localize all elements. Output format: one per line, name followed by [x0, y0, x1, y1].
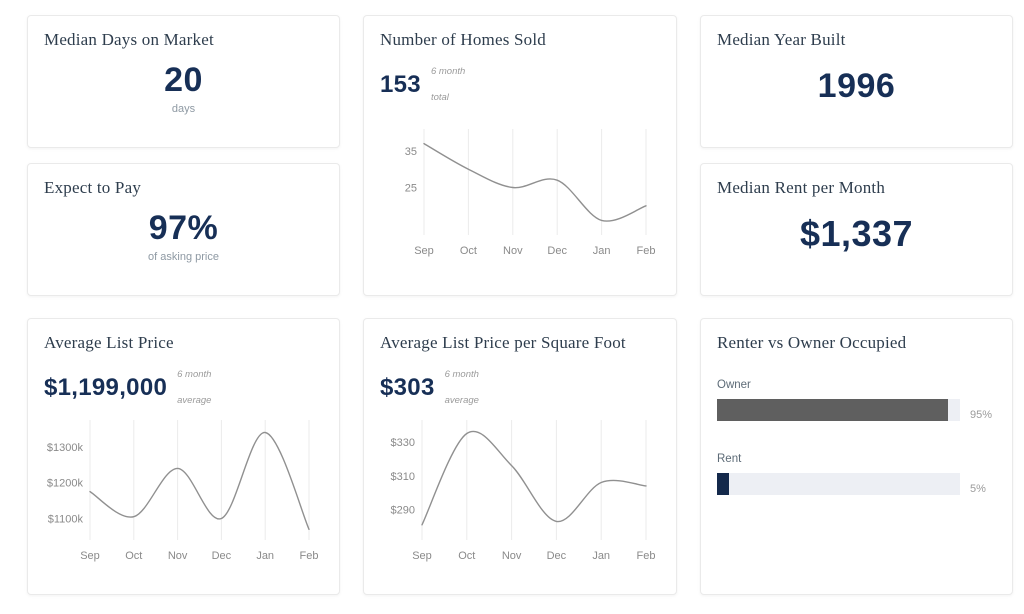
svg-text:Feb: Feb [637, 245, 656, 257]
svg-text:Oct: Oct [458, 550, 475, 562]
rent-bar-row: Rent 5% [717, 453, 996, 495]
svg-text:$1200k: $1200k [47, 478, 84, 490]
card-average-list-price-per-sqft: Average List Price per Square Foot $303 … [363, 318, 677, 595]
svg-text:Feb: Feb [637, 550, 656, 562]
stat-unit: of asking price [148, 251, 219, 264]
svg-text:$1300k: $1300k [47, 442, 84, 454]
card-title: Number of Homes Sold [380, 30, 546, 49]
card-renter-vs-owner-occupied: Renter vs Owner Occupied Owner 95% Rent … [700, 318, 1013, 595]
svg-text:Oct: Oct [125, 550, 142, 562]
card-median-year-built: Median Year Built 1996 [700, 15, 1013, 148]
svg-text:Dec: Dec [547, 550, 567, 562]
card-title: Renter vs Owner Occupied [717, 333, 907, 352]
annotation-period: 6 month [430, 66, 466, 77]
annotation-period: 6 month [177, 369, 212, 380]
stat-annotations: 6 month average [445, 369, 479, 406]
stat-value: 153 [380, 70, 421, 98]
line-chart: Sep Oct Nov Dec Jan Feb 25 35 [405, 129, 656, 257]
annotation-kind: average [177, 395, 212, 406]
stat-row: 153 6 month total [380, 66, 660, 103]
annotation-kind: average [444, 395, 479, 406]
card-number-of-homes-sold: Number of Homes Sold 153 6 month total S… [363, 15, 677, 296]
bar-line: 95% [717, 399, 996, 421]
svg-text:35: 35 [405, 146, 417, 158]
svg-text:$1100k: $1100k [48, 514, 84, 526]
annotation-period: 6 month [444, 369, 479, 380]
svg-text:Jan: Jan [256, 550, 274, 562]
bar-label: Owner [717, 379, 751, 391]
card-title: Median Days on Market [44, 30, 214, 49]
svg-text:Nov: Nov [503, 245, 523, 257]
svg-text:Jan: Jan [592, 550, 610, 562]
homes-sold-chart: Sep Oct Nov Dec Jan Feb 25 35 [380, 121, 660, 266]
card-title: Average List Price per Square Foot [380, 333, 626, 352]
stat-value: 97% [148, 209, 219, 247]
stat-value: $1,337 [799, 213, 914, 254]
bar-track [717, 473, 960, 495]
bar-line: 5% [717, 473, 996, 495]
svg-text:Dec: Dec [547, 245, 567, 257]
price-per-sqft-chart: Sep Oct Nov Dec Jan Feb $290 $310 $330 [380, 414, 660, 571]
svg-text:Nov: Nov [168, 550, 188, 562]
stat-row: $1,199,000 6 month average [44, 369, 323, 406]
card-title: Average List Price [44, 333, 174, 352]
stats-dashboard: Median Days on Market 20 days Number of … [27, 15, 1013, 595]
line-chart: Sep Oct Nov Dec Jan Feb $1100k $1200k $1300k [47, 420, 319, 562]
bar-percent: 95% [970, 409, 993, 421]
stat-value: $1,199,000 [44, 373, 168, 401]
card-title: Expect to Pay [44, 178, 142, 197]
line-chart: Sep Oct Nov Dec Jan Feb $290 $310 $330 [391, 420, 656, 562]
svg-text:Sep: Sep [414, 245, 434, 257]
bar-label: Rent [717, 453, 742, 465]
owner-bar-fill [717, 399, 948, 421]
svg-text:Nov: Nov [502, 550, 522, 562]
svg-text:$330: $330 [391, 437, 415, 449]
svg-text:Sep: Sep [80, 550, 100, 562]
stat-value: 20 [164, 61, 203, 99]
card-title: Median Year Built [717, 30, 846, 49]
stat-unit: days [171, 103, 196, 116]
stat-value: 1996 [817, 67, 896, 105]
card-title: Median Rent per Month [717, 178, 886, 197]
card-median-days-on-market: Median Days on Market 20 days [27, 15, 340, 148]
card-expect-to-pay: Expect to Pay 97% of asking price [27, 163, 340, 296]
svg-text:$290: $290 [391, 505, 415, 517]
svg-text:Dec: Dec [212, 550, 232, 562]
svg-text:Sep: Sep [412, 550, 432, 562]
svg-text:Oct: Oct [460, 245, 477, 257]
owner-bar-row: Owner 95% [717, 379, 996, 421]
bar-track [717, 399, 960, 421]
list-price-chart: Sep Oct Nov Dec Jan Feb $1100k $1200k $1300k [44, 414, 323, 571]
rent-bar-fill [717, 473, 730, 495]
stat-row: $303 6 month average [380, 369, 660, 406]
svg-text:25: 25 [405, 182, 417, 194]
svg-text:$310: $310 [391, 471, 415, 483]
annotation-kind: total [430, 92, 449, 103]
bar-percent: 5% [970, 483, 986, 495]
card-average-list-price: Average List Price $1,199,000 6 month av… [27, 318, 340, 595]
svg-text:Jan: Jan [593, 245, 611, 257]
stat-annotations: 6 month total [431, 66, 465, 103]
svg-text:Feb: Feb [300, 550, 319, 562]
card-median-rent-per-month: Median Rent per Month $1,337 [700, 163, 1013, 296]
stat-value: $303 [380, 373, 435, 401]
stat-annotations: 6 month average [177, 369, 211, 406]
